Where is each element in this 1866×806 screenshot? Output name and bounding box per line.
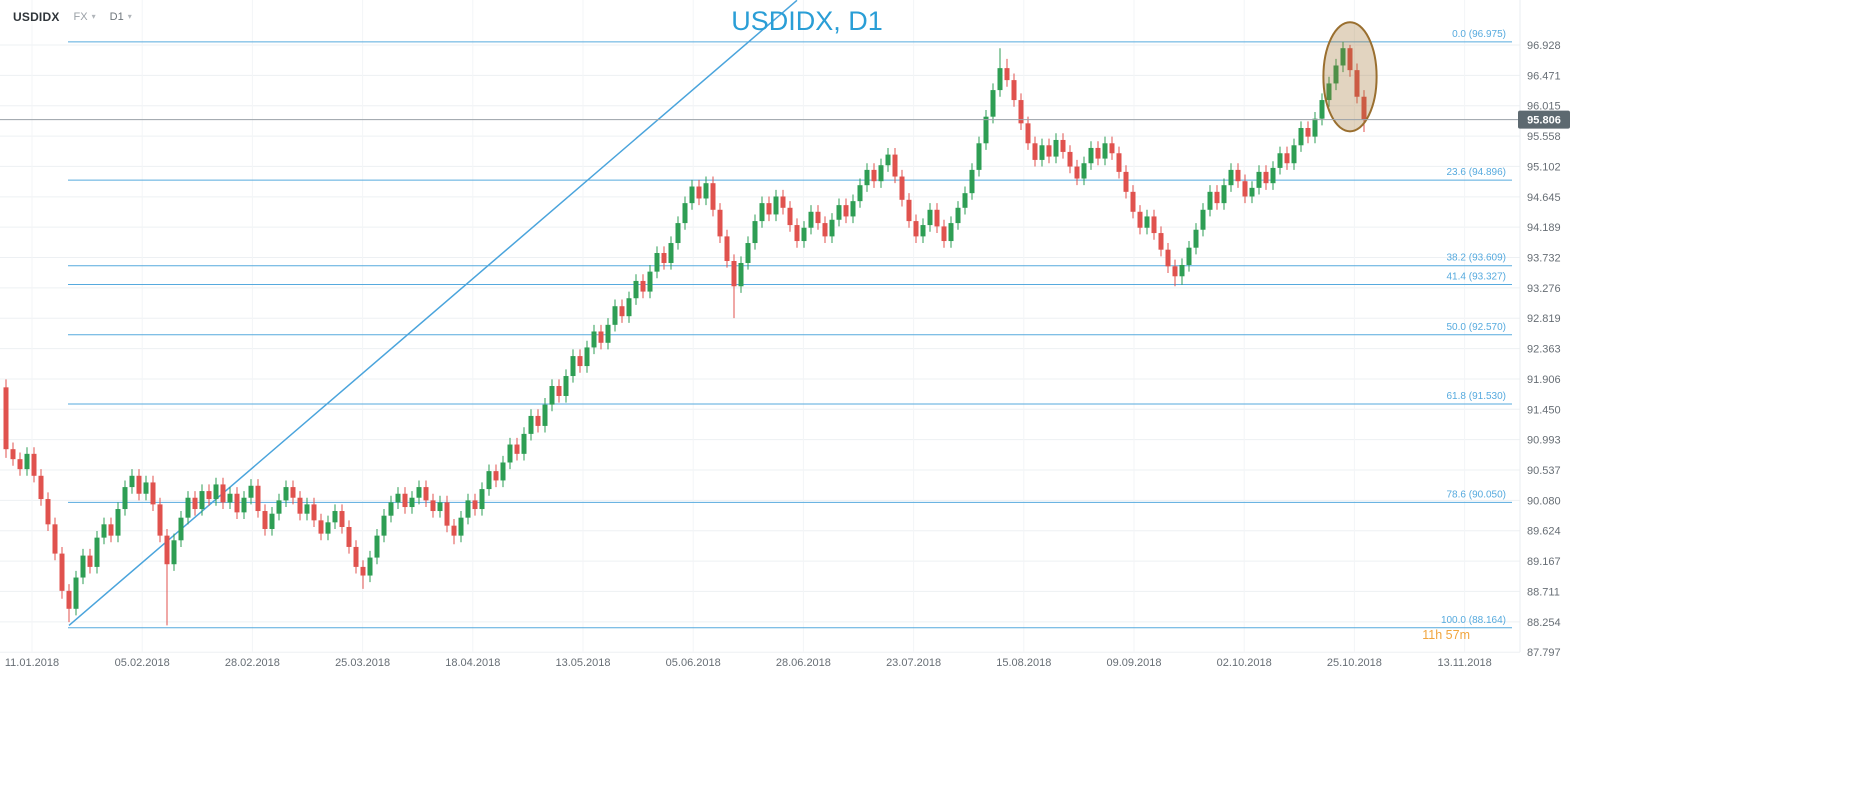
svg-text:61.8 (91.530): 61.8 (91.530) bbox=[1447, 391, 1507, 402]
svg-text:95.102: 95.102 bbox=[1527, 161, 1561, 173]
current-price-badge: 95.806 bbox=[1518, 110, 1570, 129]
chevron-down-icon: ▾ bbox=[127, 12, 132, 21]
svg-text:02.10.2018: 02.10.2018 bbox=[1217, 657, 1272, 669]
svg-text:89.624: 89.624 bbox=[1527, 526, 1561, 538]
svg-text:13.05.2018: 13.05.2018 bbox=[555, 657, 610, 669]
svg-text:50.0 (92.570): 50.0 (92.570) bbox=[1447, 322, 1507, 333]
svg-text:78.6 (90.050): 78.6 (90.050) bbox=[1447, 489, 1507, 500]
fibonacci-retracement[interactable]: 0.0 (96.975) 23.6 (94.896) 38.2 (93.609) 41… bbox=[68, 29, 1512, 629]
svg-text:88.711: 88.711 bbox=[1527, 586, 1560, 598]
svg-text:92.819: 92.819 bbox=[1527, 313, 1561, 325]
symbol-selector[interactable]: USDIDX bbox=[13, 10, 60, 24]
svg-text:28.02.2018: 28.02.2018 bbox=[225, 657, 280, 669]
price-axis[interactable]: 96.928 96.471 96.015 95.558 95.102 94.645 94.1… bbox=[1519, 0, 1561, 659]
svg-text:94.645: 94.645 bbox=[1527, 192, 1561, 204]
svg-text:28.06.2018: 28.06.2018 bbox=[776, 657, 831, 669]
chart-watermark-title: USDIDX, D1 bbox=[731, 6, 883, 36]
svg-text:89.167: 89.167 bbox=[1527, 556, 1561, 568]
svg-text:93.276: 93.276 bbox=[1527, 283, 1561, 295]
instrument-bar: USDIDX FX ▾ D1 ▾ bbox=[13, 10, 132, 24]
timeframe-label: D1 bbox=[109, 11, 124, 23]
svg-text:41.4 (93.327): 41.4 (93.327) bbox=[1447, 271, 1507, 282]
svg-text:91.450: 91.450 bbox=[1527, 404, 1561, 416]
svg-text:94.189: 94.189 bbox=[1527, 222, 1561, 234]
svg-text:15.08.2018: 15.08.2018 bbox=[996, 657, 1051, 669]
svg-text:38.2 (93.609): 38.2 (93.609) bbox=[1447, 253, 1507, 264]
time-axis[interactable]: 11.01.2018 05.02.2018 28.02.2018 25.03.2018… bbox=[5, 657, 1492, 669]
svg-text:90.080: 90.080 bbox=[1527, 495, 1561, 507]
market-label: FX bbox=[73, 11, 88, 23]
svg-text:91.906: 91.906 bbox=[1527, 374, 1561, 386]
chart-grid bbox=[0, 0, 1520, 653]
svg-text:95.806: 95.806 bbox=[1527, 115, 1561, 127]
timeframe-dropdown[interactable]: D1 ▾ bbox=[110, 11, 132, 23]
highlight-ellipse[interactable] bbox=[1322, 21, 1378, 133]
svg-text:23.6 (94.896): 23.6 (94.896) bbox=[1447, 167, 1507, 178]
svg-text:90.537: 90.537 bbox=[1527, 465, 1561, 477]
svg-text:13.11.2018: 13.11.2018 bbox=[1437, 657, 1491, 669]
svg-text:05.02.2018: 05.02.2018 bbox=[115, 657, 170, 669]
svg-text:05.06.2018: 05.06.2018 bbox=[666, 657, 721, 669]
svg-text:96.471: 96.471 bbox=[1527, 70, 1561, 82]
market-dropdown[interactable]: FX ▾ bbox=[74, 11, 96, 23]
svg-text:0.0 (96.975): 0.0 (96.975) bbox=[1452, 29, 1506, 40]
svg-text:96.928: 96.928 bbox=[1527, 40, 1561, 52]
svg-text:92.363: 92.363 bbox=[1527, 344, 1561, 356]
chevron-down-icon: ▾ bbox=[91, 12, 96, 21]
svg-text:09.09.2018: 09.09.2018 bbox=[1106, 657, 1161, 669]
svg-text:90.993: 90.993 bbox=[1527, 435, 1561, 447]
trend-line[interactable] bbox=[68, 0, 798, 626]
svg-text:95.558: 95.558 bbox=[1527, 131, 1561, 143]
svg-text:23.07.2018: 23.07.2018 bbox=[886, 657, 941, 669]
svg-text:96.015: 96.015 bbox=[1527, 101, 1561, 113]
svg-text:25.10.2018: 25.10.2018 bbox=[1327, 657, 1382, 669]
svg-text:87.797: 87.797 bbox=[1527, 647, 1561, 659]
svg-text:100.0 (88.164): 100.0 (88.164) bbox=[1441, 615, 1506, 626]
svg-text:18.04.2018: 18.04.2018 bbox=[445, 657, 500, 669]
candles bbox=[3, 41, 1367, 626]
svg-text:93.732: 93.732 bbox=[1527, 253, 1561, 265]
svg-text:25.03.2018: 25.03.2018 bbox=[335, 657, 390, 669]
svg-text:88.254: 88.254 bbox=[1527, 617, 1561, 629]
svg-text:11.01.2018: 11.01.2018 bbox=[5, 657, 59, 669]
candle-countdown-timer: 11h 57m bbox=[1422, 628, 1470, 642]
